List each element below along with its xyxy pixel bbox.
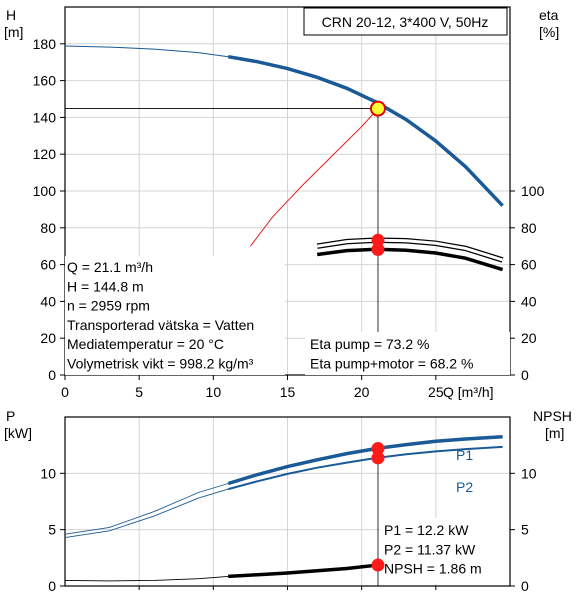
operating-info-line: n = 2959 rpm xyxy=(67,298,150,314)
npsh-tick-label: 10 xyxy=(521,465,537,481)
eta-tick-label: 0 xyxy=(521,367,529,383)
operating-info-panel xyxy=(65,256,285,375)
top-x-tick-label: 15 xyxy=(280,384,296,400)
power-info-panel xyxy=(380,518,508,584)
bottom-right-axis-label-line2: [m] xyxy=(545,425,564,441)
top-right-axis-label-line1: eta xyxy=(539,7,559,23)
operating-info-line: Transporterad vätska = Vatten xyxy=(67,317,254,333)
npsh-tick-label: 0 xyxy=(521,578,529,594)
top-y-tick-label: 140 xyxy=(33,109,57,125)
operating-info-line: Volymetrisk vikt = 998.2 kg/m³ xyxy=(67,356,254,372)
operating-info-line: H = 144.8 m xyxy=(67,278,144,294)
p1-curve xyxy=(227,434,503,486)
bottom-right-axis-label-line1: NPSH xyxy=(533,408,572,424)
top-y-tick-label: 40 xyxy=(40,293,56,309)
eta-tick-label: 80 xyxy=(521,220,537,236)
top-y-tick-label: 100 xyxy=(33,183,57,199)
eta-tick-label: 60 xyxy=(521,257,537,273)
eta-tick-label: 100 xyxy=(521,183,545,199)
power-duty-marker xyxy=(371,558,385,572)
power-duty-marker xyxy=(371,442,385,456)
chart-title-box xyxy=(303,7,508,36)
power-tick-label: 10 xyxy=(40,465,56,481)
head-curve xyxy=(227,54,504,207)
bottom-left-axis-label-line1: P xyxy=(6,408,15,424)
duty-point-marker xyxy=(369,100,386,117)
p1-series-label: P1 xyxy=(456,447,473,463)
top-y-tick-label: 80 xyxy=(40,220,56,236)
top-y-tick-label: 0 xyxy=(48,367,56,383)
npsh-curve-thin xyxy=(64,575,229,582)
top-x-tick-label: 0 xyxy=(61,384,69,400)
p2-curve-thin xyxy=(64,488,229,539)
chart-title: CRN 20-12, 3*400 V, 50Hz xyxy=(322,14,489,30)
power-info-line: P2 = 11.37 kW xyxy=(384,541,476,557)
efficiency-info-line: Eta pump = 73.2 % xyxy=(310,336,429,352)
top-x-tick-label: 20 xyxy=(354,384,370,400)
eta-duty-marker xyxy=(371,243,385,257)
efficiency-info-panel xyxy=(305,332,510,375)
power-info-line: P1 = 12.2 kW xyxy=(384,522,469,538)
top-y-tick-label: 60 xyxy=(40,257,56,273)
system-curve xyxy=(250,108,379,247)
npsh-tick-label: 5 xyxy=(521,522,529,538)
top-right-axis-label-line2: [%] xyxy=(539,24,559,40)
top-y-tick-label: 120 xyxy=(33,146,57,162)
p1-curve-thin xyxy=(64,483,229,535)
top-x-tick-label: 5 xyxy=(135,384,143,400)
power-tick-label: 0 xyxy=(48,578,56,594)
power-info-line: NPSH = 1.86 m xyxy=(384,561,482,577)
eta-pump-curve xyxy=(316,238,504,262)
power-duty-marker xyxy=(371,451,385,465)
p2-series-label: P2 xyxy=(456,479,473,495)
eta-tick-label: 40 xyxy=(521,293,537,309)
top-x-tick-label: 25 xyxy=(428,384,444,400)
top-left-axis-label-line2: [m] xyxy=(4,24,23,40)
top-left-axis-label-line1: H xyxy=(6,7,16,23)
operating-info-line: Q = 21.1 m³/h xyxy=(67,259,153,275)
eta-duty-marker xyxy=(371,233,385,247)
p2-curve xyxy=(227,445,503,491)
eta-pump-motor-curve xyxy=(316,247,504,272)
eta-tick-label: 20 xyxy=(521,330,537,346)
operating-info-line: Mediatemperatur = 20 °C xyxy=(67,336,224,352)
bottom-left-axis-label-line2: [kW] xyxy=(4,425,32,441)
efficiency-info-line: Eta pump+motor = 68.2 % xyxy=(310,355,473,371)
top-y-tick-label: 180 xyxy=(33,36,57,52)
top-x-tick-label: 10 xyxy=(206,384,222,400)
top-y-tick-label: 160 xyxy=(33,73,57,89)
head-curve-thin xyxy=(64,45,229,58)
top-y-tick-label: 20 xyxy=(40,330,56,346)
power-tick-label: 5 xyxy=(48,522,56,538)
top-x-axis-label: Q [m³/h] xyxy=(443,384,494,400)
